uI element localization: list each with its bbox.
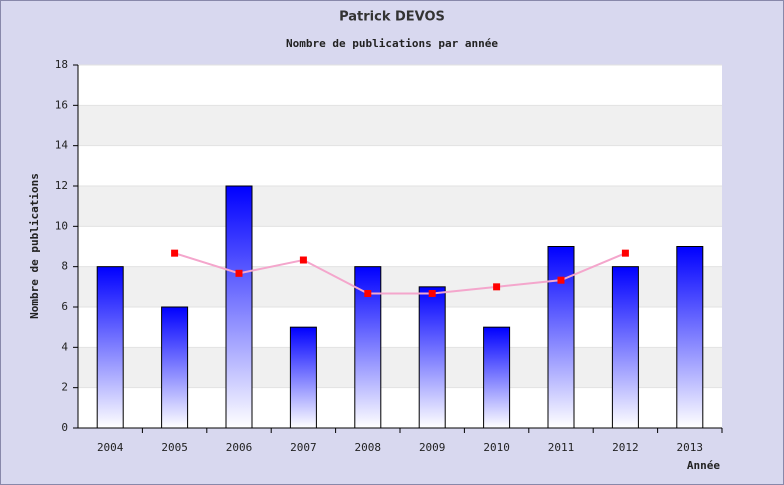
x-tick-label: 2008 xyxy=(355,441,382,454)
marks xyxy=(96,185,704,429)
bar xyxy=(96,266,124,429)
line-marker xyxy=(299,256,307,264)
bar xyxy=(289,326,317,429)
x-tick-label: 2005 xyxy=(161,441,188,454)
bar xyxy=(225,185,253,429)
x-tick-label: 2006 xyxy=(226,441,253,454)
line-marker xyxy=(428,289,436,297)
x-tick-label: 2013 xyxy=(677,441,704,454)
y-tick-label: 10 xyxy=(55,219,68,232)
line-marker xyxy=(557,276,565,284)
bar xyxy=(676,246,704,429)
x-tick-label: 2010 xyxy=(483,441,510,454)
line xyxy=(174,252,626,295)
grid-band xyxy=(78,105,722,146)
y-axis-title: Nombre de publications xyxy=(28,173,41,319)
x-axis-title: Année xyxy=(687,459,720,472)
line-marker xyxy=(493,283,501,291)
y-tick-label: 14 xyxy=(55,139,69,152)
line-marker xyxy=(621,249,629,257)
y-tick-label: 8 xyxy=(61,260,68,273)
y-tick-label: 2 xyxy=(61,381,68,394)
bar xyxy=(483,326,511,429)
chart-subtitle: Nombre de publications par année xyxy=(286,37,498,50)
x-tick-label: 2007 xyxy=(290,441,317,454)
x-tick-label: 2009 xyxy=(419,441,446,454)
bar xyxy=(547,246,575,429)
y-tick-label: 12 xyxy=(55,179,68,192)
y-tick-label: 16 xyxy=(55,98,68,111)
line-marker xyxy=(171,249,179,257)
line-marker xyxy=(235,269,243,277)
x-tick-label: 2012 xyxy=(612,441,639,454)
bar xyxy=(161,306,189,429)
y-tick-label: 4 xyxy=(61,340,68,353)
y-tick-label: 6 xyxy=(61,300,68,313)
x-tick-label: 2011 xyxy=(548,441,575,454)
bar xyxy=(611,266,639,429)
bar xyxy=(418,286,446,429)
chart-title: Patrick DEVOS xyxy=(339,10,445,25)
y-tick-label: 18 xyxy=(55,58,68,71)
line-marker xyxy=(364,289,372,297)
x-tick-label: 2004 xyxy=(97,441,124,454)
grid-band xyxy=(78,186,722,227)
y-tick-label: 0 xyxy=(61,421,68,434)
